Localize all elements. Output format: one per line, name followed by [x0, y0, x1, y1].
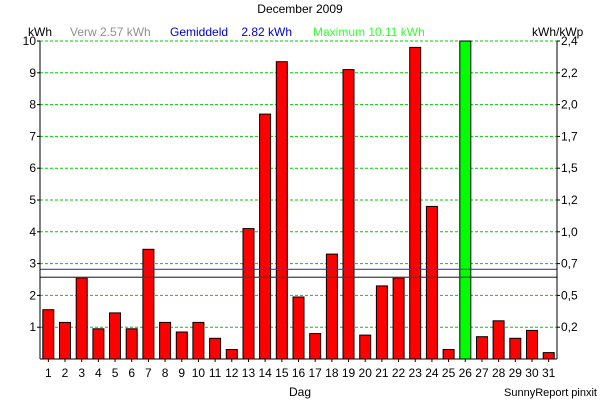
- x-tick-label: 1: [45, 366, 52, 380]
- bars: [42, 40, 555, 360]
- left-tick-labels: 1 2 3 4 5 6 7 8 9 10: [23, 34, 40, 334]
- bar: [159, 321, 172, 360]
- x-tick-label: 28: [492, 366, 506, 380]
- x-tick-label: 16: [292, 366, 306, 380]
- bar: [509, 337, 522, 360]
- y-tick-label: 7: [29, 129, 36, 143]
- x-tick-label: 21: [375, 366, 389, 380]
- bar: [192, 321, 205, 360]
- bar: [242, 228, 255, 360]
- x-tick-label: 15: [275, 366, 289, 380]
- bar: [175, 331, 188, 360]
- right-axis-unit: kWh/kWp: [532, 25, 584, 39]
- left-axis-unit: kWh: [28, 25, 52, 39]
- y-tick-label: 6: [29, 161, 36, 175]
- bar: [359, 334, 372, 360]
- x-tick-label: 22: [392, 366, 406, 380]
- bar: [259, 113, 272, 360]
- x-tick-label: 10: [192, 366, 206, 380]
- y-tick-label: 10: [23, 34, 37, 48]
- y-right-tick-label: 1,2: [561, 193, 578, 207]
- y-right-tick-label: 2,0: [561, 98, 578, 112]
- x-tick-label: 11: [209, 366, 222, 380]
- bar: [92, 328, 105, 360]
- bar: [75, 277, 88, 360]
- bar: [425, 205, 438, 360]
- x-tick-labels: 1 2 3 4 5 6 7 8 9 10 11 12 13 14 15 16 17 18 19 20 21 22 23 24 2…: [45, 359, 556, 380]
- bar: [409, 46, 422, 360]
- reference-lines: [40, 268, 557, 278]
- x-tick-label: 31: [542, 366, 556, 380]
- bar: [309, 333, 322, 360]
- bar: [225, 349, 238, 360]
- x-tick-label: 4: [95, 366, 102, 380]
- x-tick-label: 9: [178, 366, 185, 380]
- y-right-tick-label: 2,2: [561, 66, 578, 80]
- x-tick-label: 7: [145, 366, 152, 380]
- y-right-tick-label: 0,2: [561, 320, 578, 334]
- y-tick-label: 8: [29, 98, 36, 112]
- bar: [476, 336, 488, 360]
- bar: [109, 312, 121, 360]
- x-tick-label: 14: [258, 366, 272, 380]
- legend-maximum: Maximum 10.11 kWh: [313, 25, 425, 39]
- bar: [125, 328, 138, 360]
- x-tick-label: 8: [162, 366, 169, 380]
- bar: [142, 248, 155, 360]
- right-tick-labels: 0,2 0,5 0,7 1,0 1,2 1,5 1,7 2,0 2,2 2,4: [557, 34, 578, 334]
- bar: [42, 309, 55, 360]
- x-tick-label: 5: [112, 366, 119, 380]
- y-tick-label: 3: [29, 257, 36, 271]
- x-tick-label: 3: [78, 366, 85, 380]
- x-tick-label: 27: [475, 366, 489, 380]
- y-right-tick-label: 0,5: [561, 288, 578, 302]
- bar: [542, 352, 555, 360]
- bar: [442, 349, 455, 360]
- x-tick-label: 24: [425, 366, 439, 380]
- y-right-tick-label: 1,0: [561, 225, 578, 239]
- x-tick-label: 2: [62, 366, 69, 380]
- bar: [392, 277, 405, 360]
- y-right-tick-label: 2,4: [561, 34, 578, 48]
- x-tick-label: 19: [342, 366, 356, 380]
- x-tick-label: 30: [525, 366, 539, 380]
- x-tick-label: 29: [509, 366, 523, 380]
- x-axis-label: Dag: [289, 385, 311, 399]
- bar: [292, 296, 305, 360]
- legend-expected: Verw 2.57 kWh: [70, 25, 151, 39]
- footer-credit: SunnyReport pinxit: [504, 387, 597, 399]
- x-tick-label: 17: [308, 366, 322, 380]
- x-tick-label: 18: [325, 366, 339, 380]
- bar: [59, 321, 71, 360]
- y-right-tick-label: 0,7: [561, 257, 578, 271]
- x-tick-label: 23: [409, 366, 423, 380]
- y-tick-label: 9: [29, 66, 36, 80]
- x-tick-label: 25: [442, 366, 456, 380]
- y-right-tick-label: 1,5: [561, 161, 578, 175]
- x-tick-label: 12: [225, 366, 239, 380]
- bar: [342, 69, 355, 360]
- y-tick-label: 5: [29, 193, 36, 207]
- bar: [526, 329, 538, 360]
- bar: [275, 61, 288, 360]
- legend-average: Gemiddeld 2.82 kWh: [170, 25, 292, 39]
- gridlines: [40, 40, 557, 328]
- y-tick-label: 1: [29, 320, 36, 334]
- y-tick-label: 4: [29, 225, 36, 239]
- x-tick-label: 26: [459, 366, 473, 380]
- x-tick-label: 20: [359, 366, 373, 380]
- x-tick-label: 6: [128, 366, 135, 380]
- bar: [209, 337, 222, 360]
- y-right-tick-label: 1,7: [561, 129, 578, 143]
- x-tick-label: 13: [242, 366, 256, 380]
- bar: [459, 40, 472, 360]
- bar: [492, 320, 505, 360]
- bar: [375, 285, 388, 360]
- y-tick-label: 2: [29, 288, 36, 302]
- chart-title: December 2009: [257, 2, 343, 16]
